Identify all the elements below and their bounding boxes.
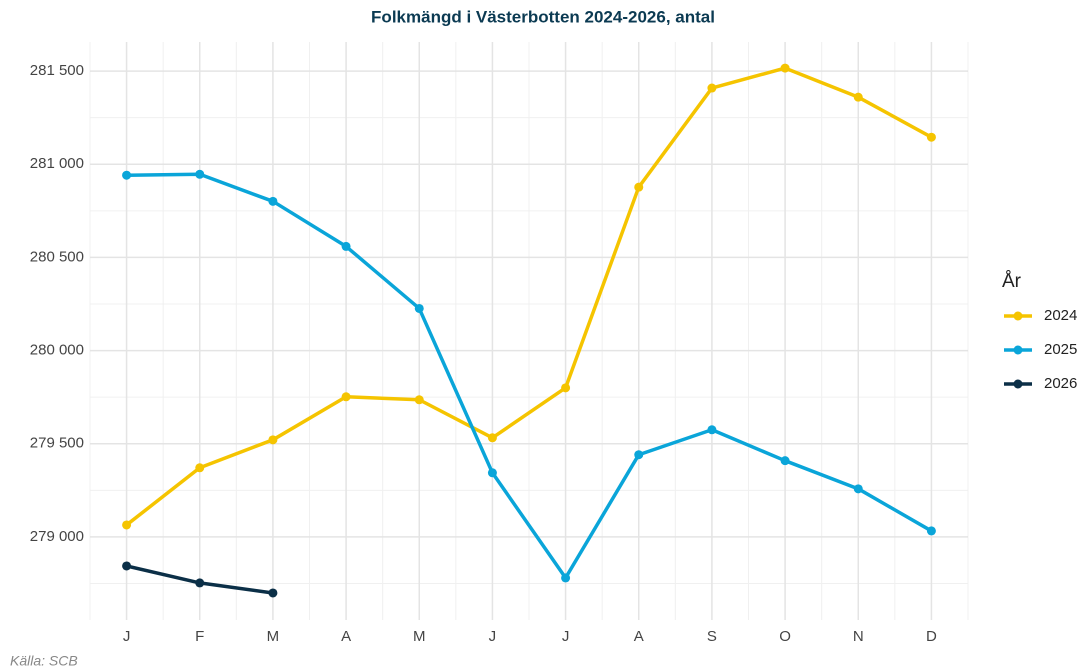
- data-point: [780, 456, 790, 466]
- x-tick-label: A: [341, 628, 351, 645]
- data-point: [122, 561, 132, 571]
- y-tick-label: 279 500: [30, 435, 84, 452]
- data-point: [561, 573, 571, 583]
- data-point: [634, 450, 644, 460]
- y-tick-label: 279 000: [30, 528, 84, 545]
- data-point: [268, 588, 278, 598]
- chart-title: Folkmängd i Västerbotten 2024-2026, anta…: [371, 7, 715, 26]
- legend-label: 2026: [1044, 375, 1077, 392]
- series-line: [125, 66, 933, 527]
- data-point: [707, 425, 717, 435]
- data-point: [561, 383, 571, 393]
- x-tick-label: J: [562, 628, 570, 645]
- data-point: [853, 92, 863, 102]
- data-point: [780, 63, 790, 73]
- series-line: [126, 172, 933, 580]
- x-tick-label: M: [413, 628, 426, 645]
- data-point: [122, 170, 132, 180]
- y-tick-label: 280 000: [30, 342, 84, 359]
- y-tick-label: 281 500: [30, 62, 84, 79]
- x-tick-label: S: [707, 628, 717, 645]
- data-point: [926, 526, 936, 536]
- x-tick-label: O: [779, 628, 791, 645]
- data-point: [634, 182, 644, 192]
- data-point: [487, 468, 497, 478]
- legend-title: År: [1002, 271, 1022, 292]
- y-tick-label: 281 000: [30, 155, 84, 172]
- data-point: [195, 578, 205, 588]
- data-point: [122, 520, 132, 530]
- x-tick-label: D: [926, 628, 937, 645]
- data-point: [195, 169, 205, 179]
- data-point: [268, 196, 278, 206]
- data-point: [853, 484, 863, 494]
- data-point: [195, 463, 205, 473]
- caption: Källa: SCB: [10, 653, 78, 669]
- legend-dot: [1013, 311, 1023, 321]
- legend-label: 2025: [1044, 341, 1077, 358]
- data-point: [487, 433, 497, 443]
- x-tick-label: N: [853, 628, 864, 645]
- y-tick-label: 280 500: [30, 248, 84, 265]
- x-tick-label: M: [267, 628, 280, 645]
- legend-dot: [1013, 379, 1023, 389]
- x-tick-label: J: [123, 628, 131, 645]
- data-point: [926, 132, 936, 142]
- legend-dot: [1013, 345, 1023, 355]
- data-point: [414, 303, 424, 313]
- data-point: [414, 395, 424, 405]
- x-tick-label: A: [634, 628, 644, 645]
- legend-label: 2024: [1044, 307, 1077, 324]
- data-point: [341, 241, 351, 251]
- data-point: [341, 392, 351, 402]
- data-point: [707, 83, 717, 93]
- x-tick-label: J: [489, 628, 497, 645]
- data-point: [268, 435, 278, 445]
- x-tick-label: F: [195, 628, 204, 645]
